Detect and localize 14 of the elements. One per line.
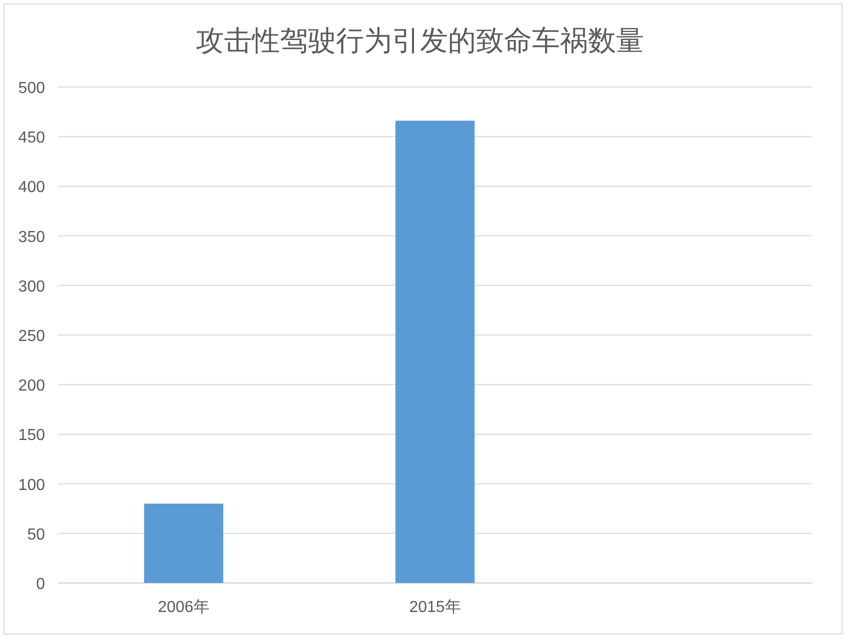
chart-title: 攻击性驾驶行为引发的致命车祸数量	[196, 25, 644, 56]
y-tick-label: 200	[18, 378, 46, 395]
y-tick-label: 400	[18, 179, 46, 196]
y-tick-label: 0	[36, 576, 46, 593]
y-tick-label: 300	[18, 278, 46, 296]
y-tick-label: 250	[18, 328, 46, 345]
y-tick-label: 450	[18, 130, 46, 147]
y-tick-label: 350	[18, 228, 46, 246]
x-tick-label: 2015年	[409, 599, 461, 616]
y-tick-label: 100	[18, 476, 46, 494]
y-tick-label: 150	[18, 427, 46, 444]
x-tick-label: 2006年	[158, 599, 210, 616]
y-tick-label: 50	[27, 526, 46, 544]
y-tick-label: 500	[18, 80, 46, 97]
